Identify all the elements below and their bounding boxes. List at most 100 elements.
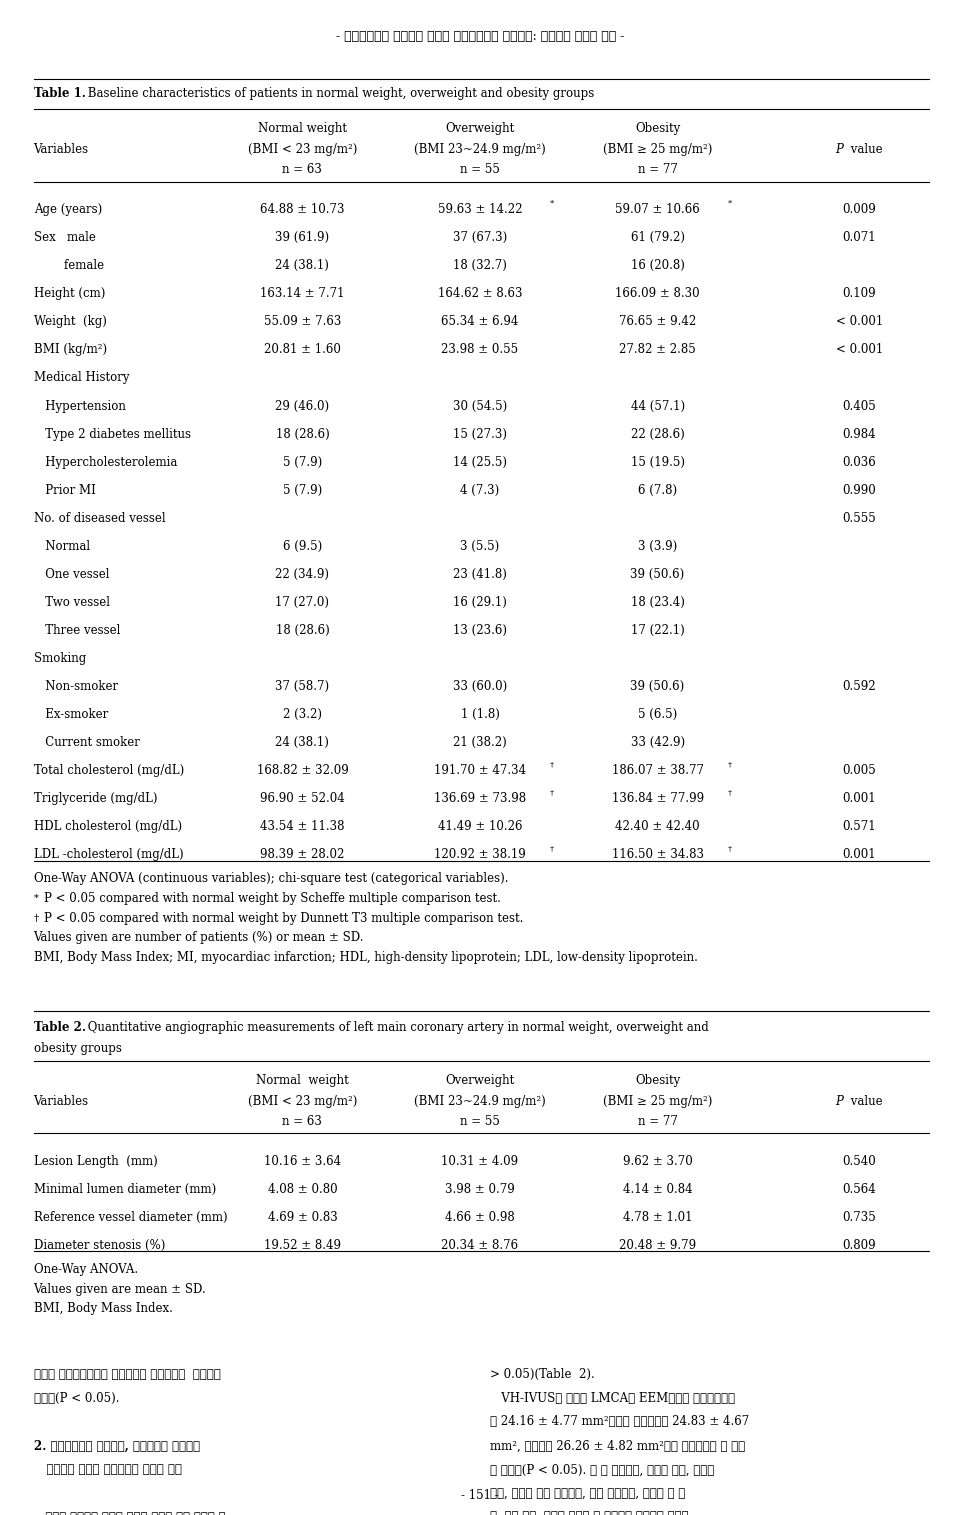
Text: 0.001: 0.001 (842, 848, 876, 861)
Text: 6 (7.8): 6 (7.8) (638, 483, 677, 497)
Text: 0.555: 0.555 (842, 512, 876, 524)
Text: n = 55: n = 55 (460, 1115, 500, 1127)
Text: Current smoker: Current smoker (34, 736, 139, 748)
Text: P: P (835, 144, 843, 156)
Text: No. of diseased vessel: No. of diseased vessel (34, 512, 165, 524)
Text: 37 (58.7): 37 (58.7) (276, 680, 329, 692)
Text: Diameter stenosis (%): Diameter stenosis (%) (34, 1239, 165, 1251)
Text: 42.40 ± 42.40: 42.40 ± 42.40 (615, 820, 700, 833)
Text: 24 (38.1): 24 (38.1) (276, 736, 329, 748)
Text: 4.08 ± 0.80: 4.08 ± 0.80 (268, 1183, 337, 1195)
Text: P < 0.05 compared with normal weight by Scheffe multiple comparison test.: P < 0.05 compared with normal weight by … (44, 892, 501, 904)
Text: 6 (9.5): 6 (9.5) (283, 539, 322, 553)
Text: 136.84 ± 77.99: 136.84 ± 77.99 (612, 792, 704, 804)
Text: > 0.05)(Table  2).: > 0.05)(Table 2). (490, 1368, 594, 1380)
Text: 120.92 ± 38.19: 120.92 ± 38.19 (434, 848, 526, 861)
Text: 10.31 ± 4.09: 10.31 ± 4.09 (442, 1154, 518, 1168)
Text: 관동맥의 크기와 동맥경화반 성분의 비교: 관동맥의 크기와 동맥경화반 성분의 비교 (34, 1463, 181, 1476)
Text: 0.009: 0.009 (842, 203, 876, 217)
Text: Variables: Variables (34, 1095, 88, 1107)
Text: value: value (847, 144, 882, 156)
Text: 2. 정상체중군과 과체중군, 비만군에서 좌주간부: 2. 정상체중군과 과체중군, 비만군에서 좌주간부 (34, 1439, 200, 1453)
Text: 관동맥 조영술로 측정된 관동맥 협착이 있는 부위의 길: 관동맥 조영술로 측정된 관동맥 협착이 있는 부위의 길 (34, 1512, 225, 1515)
Text: 18 (32.7): 18 (32.7) (453, 259, 507, 273)
Text: 41.49 ± 10.26: 41.49 ± 10.26 (438, 820, 522, 833)
Text: 3 (3.9): 3 (3.9) (638, 539, 677, 553)
Text: 5 (7.9): 5 (7.9) (283, 456, 322, 468)
Text: 16 (20.8): 16 (20.8) (631, 259, 684, 273)
Text: Normal weight: Normal weight (258, 123, 347, 135)
Text: Age (years): Age (years) (34, 203, 102, 217)
Text: 4.66 ± 0.98: 4.66 ± 0.98 (445, 1210, 515, 1224)
Text: (BMI 23~24.9 mg/m²): (BMI 23~24.9 mg/m²) (414, 144, 546, 156)
Text: obesity groups: obesity groups (34, 1042, 122, 1054)
Text: n = 63: n = 63 (282, 164, 323, 176)
Text: 191.70 ± 47.34: 191.70 ± 47.34 (434, 764, 526, 777)
Text: 비중, 경화반 내의 섬유부위, 섬유 지방부위, 괴사성 향 부: 비중, 경화반 내의 섬유부위, 섬유 지방부위, 괴사성 향 부 (490, 1488, 684, 1500)
Text: 4.14 ± 0.84: 4.14 ± 0.84 (623, 1183, 692, 1195)
Text: 0.564: 0.564 (842, 1183, 876, 1195)
Text: n = 77: n = 77 (637, 1115, 678, 1127)
Text: *: * (728, 200, 732, 208)
Text: One-Way ANOVA (continuous variables); chi-square test (categorical variables).: One-Way ANOVA (continuous variables); ch… (34, 873, 508, 885)
Text: Baseline characteristics of patients in normal weight, overweight and obesity gr: Baseline characteristics of patients in … (84, 88, 594, 100)
Text: 0.540: 0.540 (842, 1154, 876, 1168)
Text: LDL -cholesterol (mg/dL): LDL -cholesterol (mg/dL) (34, 848, 183, 861)
Text: 3.98 ± 0.79: 3.98 ± 0.79 (445, 1183, 515, 1195)
Text: Quantitative angiographic measurements of left main coronary artery in normal we: Quantitative angiographic measurements o… (84, 1021, 708, 1033)
Text: †: † (550, 788, 554, 797)
Text: 17 (22.1): 17 (22.1) (631, 624, 684, 636)
Text: Table 1.: Table 1. (34, 88, 85, 100)
Text: 20.48 ± 9.79: 20.48 ± 9.79 (619, 1239, 696, 1251)
Text: 4.69 ± 0.83: 4.69 ± 0.83 (268, 1210, 337, 1224)
Text: 164.62 ± 8.63: 164.62 ± 8.63 (438, 288, 522, 300)
Text: 0.005: 0.005 (842, 764, 876, 777)
Text: Hypertension: Hypertension (34, 400, 126, 412)
Text: 33 (60.0): 33 (60.0) (453, 680, 507, 692)
Text: Sex   male: Sex male (34, 232, 95, 244)
Text: Minimal lumen diameter (mm): Minimal lumen diameter (mm) (34, 1183, 216, 1195)
Text: 20.34 ± 8.76: 20.34 ± 8.76 (442, 1239, 518, 1251)
Text: 19.52 ± 8.49: 19.52 ± 8.49 (264, 1239, 341, 1251)
Text: 22 (34.9): 22 (34.9) (276, 568, 329, 580)
Text: Obesity: Obesity (635, 1074, 681, 1086)
Text: One vessel: One vessel (34, 568, 109, 580)
Text: 9.62 ± 3.70: 9.62 ± 3.70 (623, 1154, 692, 1168)
Text: *: * (550, 200, 554, 208)
Text: 0.984: 0.984 (842, 427, 876, 441)
Text: 22 (28.6): 22 (28.6) (631, 427, 684, 441)
Text: 55.09 ± 7.63: 55.09 ± 7.63 (264, 315, 341, 329)
Text: 15 (19.5): 15 (19.5) (631, 456, 684, 468)
Text: (BMI ≥ 25 mg/m²): (BMI ≥ 25 mg/m²) (603, 1095, 712, 1107)
Text: Obesity: Obesity (635, 123, 681, 135)
Text: 18 (23.4): 18 (23.4) (631, 595, 684, 609)
Text: 13 (23.6): 13 (23.6) (453, 624, 507, 636)
Text: 27.82 ± 2.85: 27.82 ± 2.85 (619, 344, 696, 356)
Text: Table 2.: Table 2. (34, 1021, 85, 1033)
Text: < 0.001: < 0.001 (835, 344, 883, 356)
Text: 21 (38.2): 21 (38.2) (453, 736, 507, 748)
Text: 0.036: 0.036 (842, 456, 876, 468)
Text: 0.571: 0.571 (842, 820, 876, 833)
Text: VH-IVUS로 측정된 LMCA의 EEM크기는 정상체중군에: VH-IVUS로 측정된 LMCA의 EEM크기는 정상체중군에 (490, 1392, 734, 1404)
Text: 18 (28.6): 18 (28.6) (276, 624, 329, 636)
Text: 64.88 ± 10.73: 64.88 ± 10.73 (260, 203, 345, 217)
Text: 5 (7.9): 5 (7.9) (283, 483, 322, 497)
Text: Normal  weight: Normal weight (256, 1074, 348, 1086)
Text: 높았다(P < 0.05).: 높았다(P < 0.05). (34, 1392, 119, 1404)
Text: †: † (728, 761, 732, 768)
Text: 39 (50.6): 39 (50.6) (631, 568, 684, 580)
Text: Reference vessel diameter (mm): Reference vessel diameter (mm) (34, 1210, 228, 1224)
Text: < 0.001: < 0.001 (835, 315, 883, 329)
Text: 4 (7.3): 4 (7.3) (461, 483, 499, 497)
Text: Prior MI: Prior MI (34, 483, 95, 497)
Text: 76.65 ± 9.42: 76.65 ± 9.42 (619, 315, 696, 329)
Text: Three vessel: Three vessel (34, 624, 120, 636)
Text: 근치는 정상체중군보다 과체중군과 비만군에서  유의하게: 근치는 정상체중군보다 과체중군과 비만군에서 유의하게 (34, 1368, 221, 1380)
Text: 16 (29.1): 16 (29.1) (453, 595, 507, 609)
Text: Two vessel: Two vessel (34, 595, 109, 609)
Text: mm², 비만군은 26.26 ± 4.82 mm²으로 비만군에서 더 면적: mm², 비만군은 26.26 ± 4.82 mm²으로 비만군에서 더 면적 (490, 1439, 745, 1453)
Text: Values given are number of patients (%) or mean ± SD.: Values given are number of patients (%) … (34, 932, 364, 944)
Text: 168.82 ± 32.09: 168.82 ± 32.09 (256, 764, 348, 777)
Text: Weight  (kg): Weight (kg) (34, 315, 107, 329)
